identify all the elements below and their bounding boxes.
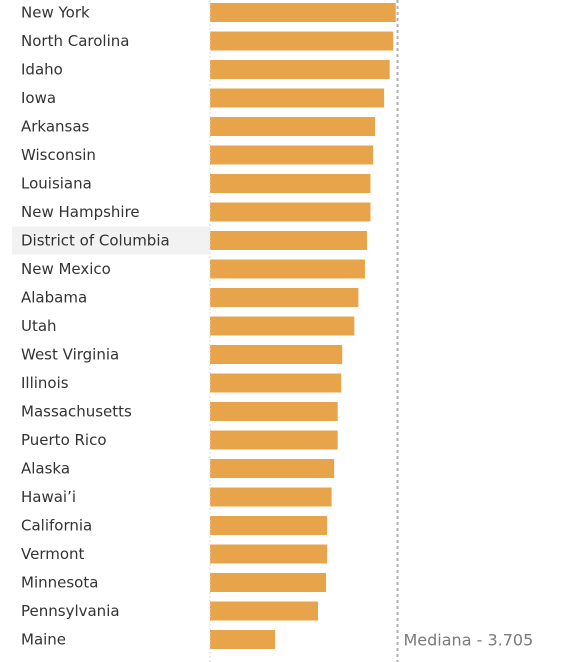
category-label-north-carolina: North Carolina xyxy=(21,32,129,50)
bar-district-of-columbia[interactable] xyxy=(210,231,367,250)
category-label-district-of-columbia: District of Columbia xyxy=(21,232,170,250)
category-label-alaska: Alaska xyxy=(21,460,70,478)
bar-utah[interactable] xyxy=(210,316,355,336)
bar-iowa[interactable] xyxy=(210,88,385,108)
category-label-massachusetts: Massachusetts xyxy=(21,403,132,421)
category-label-new-york: New York xyxy=(21,4,90,22)
bar-layer xyxy=(210,3,396,649)
row-highlight-district-of-columbia xyxy=(12,226,210,255)
category-label-vermont: Vermont xyxy=(21,545,85,563)
median-reference-label: Mediana - 3.705 xyxy=(404,631,534,650)
category-label-minnesota: Minnesota xyxy=(21,574,98,592)
bar-puerto-rico[interactable] xyxy=(210,430,338,450)
category-label-arkansas: Arkansas xyxy=(21,118,90,136)
category-label-utah: Utah xyxy=(21,317,57,335)
bar-alaska[interactable] xyxy=(210,459,335,478)
category-label-california: California xyxy=(21,517,92,535)
bar-alabama[interactable] xyxy=(210,288,359,307)
highlight-layer xyxy=(12,226,210,255)
category-label-illinois: Illinois xyxy=(21,374,69,392)
category-label-alabama: Alabama xyxy=(21,289,87,307)
category-label-idaho: Idaho xyxy=(21,61,63,79)
bar-new-york[interactable] xyxy=(210,3,396,22)
category-label-puerto-rico: Puerto Rico xyxy=(21,431,107,449)
bar-west-virginia[interactable] xyxy=(210,345,343,364)
bar-minnesota[interactable] xyxy=(210,573,327,592)
bar-vermont[interactable] xyxy=(210,544,328,564)
bar-new-mexico[interactable] xyxy=(210,259,365,279)
category-label-louisiana: Louisiana xyxy=(21,175,92,193)
bar-maine[interactable] xyxy=(210,630,276,649)
bar-california[interactable] xyxy=(210,516,328,535)
reference-layer: Mediana - 3.705 xyxy=(209,0,534,662)
bar-idaho[interactable] xyxy=(210,60,390,79)
bar-louisiana[interactable] xyxy=(210,174,371,193)
bar-north-carolina[interactable] xyxy=(210,31,394,51)
bar-pennsylvania[interactable] xyxy=(210,601,319,621)
category-label-maine: Maine xyxy=(21,631,66,649)
bar-new-hampshire[interactable] xyxy=(210,202,371,222)
bar-arkansas[interactable] xyxy=(210,117,376,136)
bar-hawai-i[interactable] xyxy=(210,487,332,507)
category-label-new-mexico: New Mexico xyxy=(21,260,111,278)
category-label-pennsylvania: Pennsylvania xyxy=(21,602,120,620)
category-label-iowa: Iowa xyxy=(21,89,56,107)
bar-illinois[interactable] xyxy=(210,373,342,393)
category-label-hawai-i: Hawai’i xyxy=(21,488,76,506)
bar-wisconsin[interactable] xyxy=(210,145,374,165)
category-label-new-hampshire: New Hampshire xyxy=(21,203,140,221)
bar-massachusetts[interactable] xyxy=(210,402,338,421)
category-label-layer: New York North Carolina Idaho Iowa Arkansas W… xyxy=(21,4,170,649)
category-label-wisconsin: Wisconsin xyxy=(21,146,96,164)
category-label-west-virginia: West Virginia xyxy=(21,346,119,364)
